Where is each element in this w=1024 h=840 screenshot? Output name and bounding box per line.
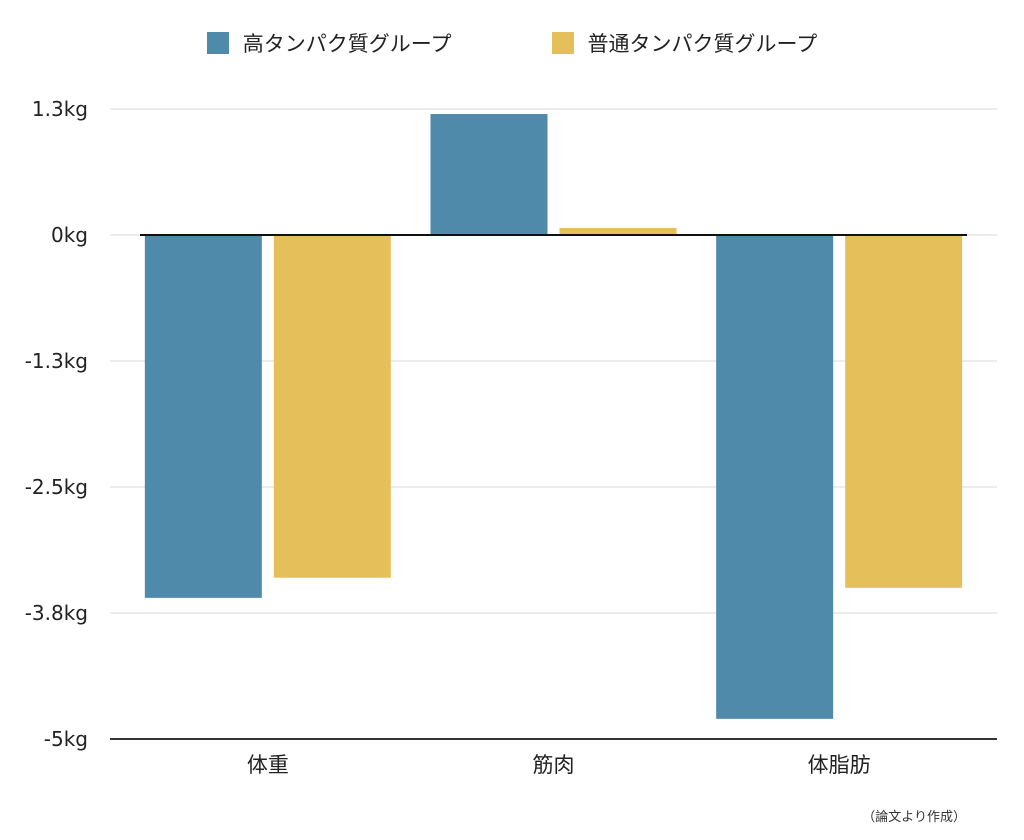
bar-high-protein-0 xyxy=(144,235,262,598)
y-tick-label: -3.8kg xyxy=(25,601,88,625)
y-tick-label: 1.3kg xyxy=(32,97,88,121)
y-tick-label: -1.3kg xyxy=(25,349,88,373)
bar-normal-protein-0 xyxy=(273,235,391,578)
source-note: （論文より作成） xyxy=(862,810,966,825)
y-tick-label: -2.5kg xyxy=(25,475,88,499)
legend-item-high-protein: 高タンパク質グループ xyxy=(206,28,452,58)
legend-swatch-normal-protein xyxy=(551,32,574,54)
x-tick-label: 筋肉 xyxy=(533,753,575,777)
bar-high-protein-1 xyxy=(430,114,548,235)
x-tick-label: 体重 xyxy=(247,753,289,777)
legend-label-normal-protein: 普通タンパク質グループ xyxy=(587,32,818,56)
legend-item-normal-protein: 普通タンパク質グループ xyxy=(551,28,818,58)
legend-label-high-protein: 高タンパク質グループ xyxy=(242,32,452,56)
bar-normal-protein-1 xyxy=(559,227,677,235)
legend: 高タンパク質グループ 普通タンパク質グループ xyxy=(0,28,1024,58)
bar-high-protein-2 xyxy=(716,235,834,719)
x-tick-label: 体脂肪 xyxy=(808,753,871,777)
y-tick-label: 0kg xyxy=(51,223,88,247)
legend-swatch-high-protein xyxy=(206,32,229,54)
y-tick-label: -5kg xyxy=(44,727,88,751)
bar-normal-protein-2 xyxy=(845,235,963,588)
